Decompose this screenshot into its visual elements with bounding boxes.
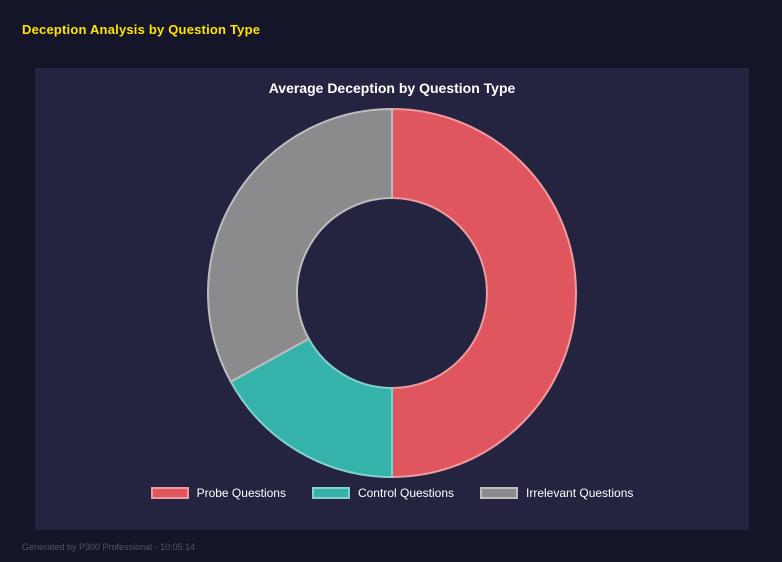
- donut-segment-1[interactable]: [391, 108, 577, 478]
- footer-status: Generated by P300 Professional - 10:05:1…: [22, 542, 196, 552]
- legend-swatch: [311, 487, 350, 499]
- chart-title: Average Deception by Question Type: [268, 80, 516, 96]
- legend-item-3[interactable]: Irrelevant Questions: [480, 486, 633, 500]
- legend-swatch: [150, 487, 189, 499]
- chart-panel: Average Deception by Question Type Probe…: [35, 68, 749, 530]
- legend-item-2[interactable]: Control Questions: [311, 486, 455, 500]
- legend-label: Control Questions: [357, 486, 455, 500]
- legend-label: Irrelevant Questions: [526, 486, 634, 500]
- donut-segment-2[interactable]: [229, 337, 393, 478]
- chart-legend: Probe Questions Control Questions Irreleva…: [35, 486, 749, 500]
- donut-segment-3[interactable]: [207, 108, 393, 383]
- legend-label: Probe Questions: [196, 486, 286, 500]
- donut-chart[interactable]: [35, 96, 749, 484]
- legend-swatch: [480, 487, 519, 499]
- page-title: Deception Analysis by Question Type: [22, 22, 261, 37]
- legend-item-1[interactable]: Probe Questions: [150, 486, 286, 500]
